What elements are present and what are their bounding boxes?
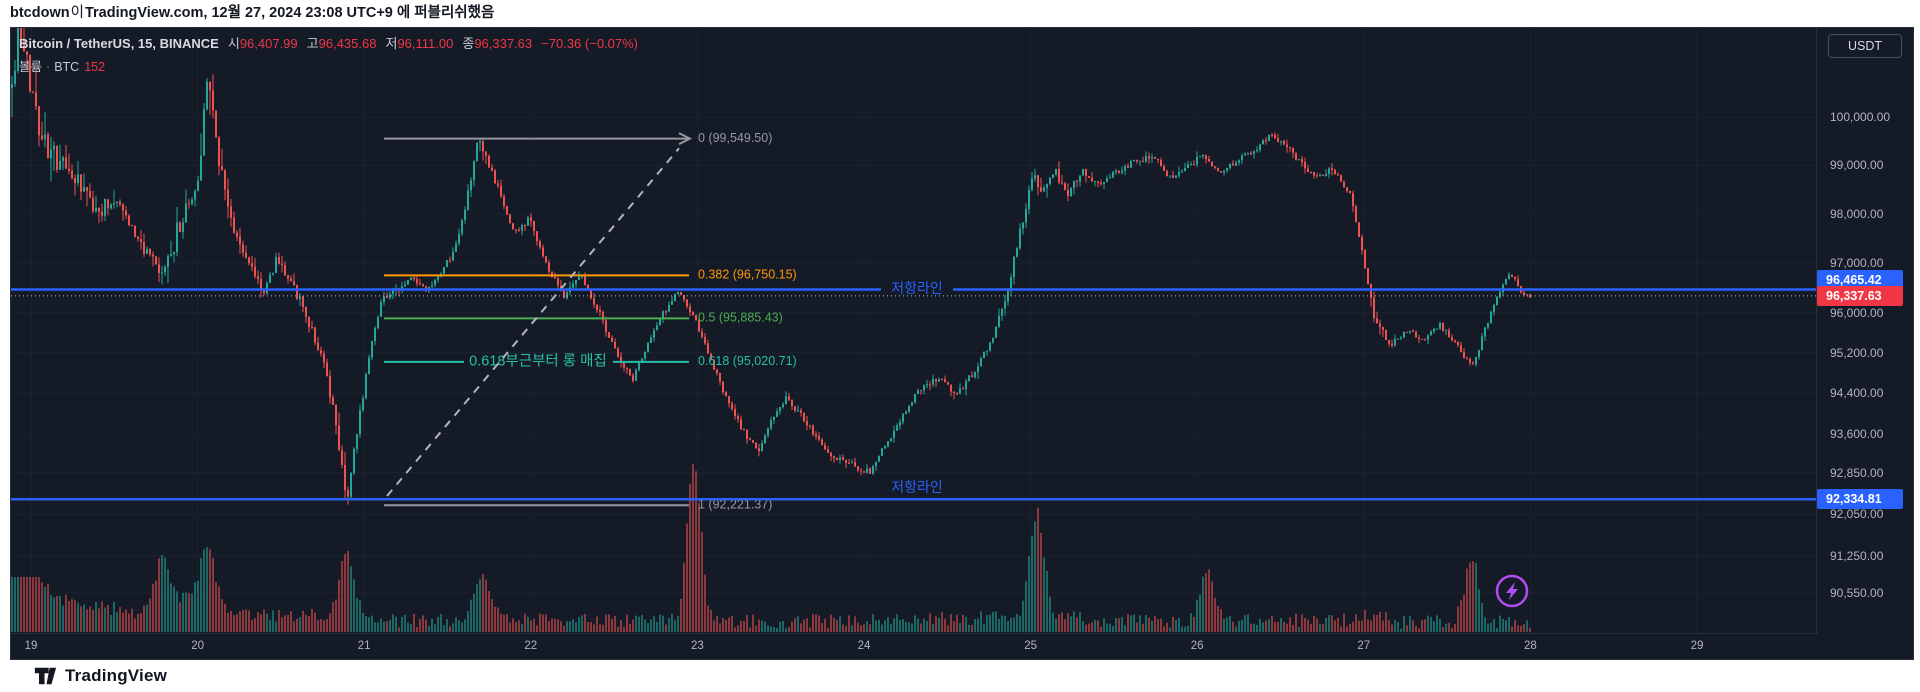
time-axis-label: 21 (357, 640, 371, 652)
open-value: 96,407.99 (239, 36, 298, 51)
price-axis-tick: 97,000.00 (1830, 256, 1884, 270)
close-value: 96,337.63 (474, 36, 533, 51)
lightning-reaction-icon[interactable] (1495, 574, 1529, 608)
publish-suffix: 에 퍼블리쉬했음 (396, 5, 495, 21)
price-axis-tick: 91,250.00 (1830, 549, 1884, 563)
price-axis-tick: 92,050.00 (1830, 507, 1884, 522)
volume-unit: BTC (54, 60, 80, 74)
time-axis-label: 23 (690, 640, 704, 652)
publisher-name: btcdown (10, 5, 70, 21)
resistance-line-drawing[interactable]: 저항라인 (11, 280, 1818, 296)
price-axis-tick: 99,000.00 (1830, 158, 1884, 173)
publish-site-datetime: TradingView.com, 12월 27, 2024 23:08 UTC+… (84, 5, 393, 21)
price-axis-tick: 93,600.00 (1830, 427, 1884, 442)
time-axis-label: 28 (1523, 640, 1537, 652)
chart-panel[interactable]: 0 (99,549.50) 0.382 (96,750.15) 0.5 (95,88… (10, 27, 1914, 660)
price-axis-badge: 92,334.81 (1817, 489, 1903, 510)
time-axis-label: 26 (1190, 640, 1204, 652)
volume-bars (11, 463, 1531, 632)
tradingview-wordmark: TradingView (65, 666, 168, 685)
tradingview-logo-icon (34, 667, 57, 685)
volume-separator: · (46, 60, 51, 74)
price-axis-tick: 95,200.00 (1830, 345, 1884, 360)
resistance-line-label: 저항라인 (891, 280, 943, 296)
candles (11, 28, 1531, 505)
fib-level-label: 0.618 (95,020.71) (698, 354, 797, 368)
time-axis-label: 25 (1024, 640, 1037, 652)
fib-level-label: 1 (92,221.37) (698, 497, 772, 511)
price-axis-tick: 96,000.00 (1830, 305, 1884, 320)
time-axis-label: 27 (1357, 640, 1371, 652)
price-axis-tick: 90,550.00 (1830, 585, 1884, 600)
price-axis-tick: 100,000.00 (1830, 110, 1891, 124)
symbol-title: Bitcoin / TetherUS, 15, BINANCE (19, 36, 219, 51)
currency-toggle-button[interactable]: USDT (1828, 34, 1902, 58)
price-axis-badge: 96,337.63 (1817, 285, 1903, 306)
price-axis-tick: 92,850.00 (1830, 465, 1884, 480)
grid-lines (11, 28, 1818, 633)
volume-value: 152 (84, 60, 106, 74)
candlestick-chart[interactable]: 0 (99,549.50) 0.382 (96,750.15) 0.5 (95,88… (11, 28, 1818, 633)
low-value: 96,111.00 (397, 36, 454, 51)
price-axis-tick: 94,400.00 (1830, 386, 1884, 401)
tradingview-logo[interactable]: TradingView (33, 664, 167, 688)
price-axis-tick: 98,000.00 (1830, 206, 1884, 221)
time-axis-label: 20 (191, 640, 204, 652)
chart-legend: Bitcoin / TetherUS, 15, BINANCE 시96,407.9… (19, 33, 638, 75)
fib-level-label: 0 (99,549.50) (698, 131, 772, 145)
time-axis-label: 19 (24, 640, 38, 652)
publish-particle: 이 (70, 5, 84, 21)
volume-label: 볼륨 (19, 60, 43, 74)
fib-retracement-drawing[interactable]: 0 (99,549.50) 0.382 (96,750.15) 0.5 (95,88… (384, 131, 797, 512)
time-axis-label: 24 (857, 640, 871, 652)
price-axis[interactable]: USDT 100,000.00 99,000.00 98,000.00 97,000.… (1816, 28, 1913, 633)
price-change: −70.36 (−0.07%) (541, 36, 639, 51)
time-axis-label: 29 (1690, 640, 1704, 652)
time-axis[interactable]: 19 20 21 22 23 24 25 26 27 28 29 (11, 633, 1818, 659)
high-value: 96,435.68 (318, 36, 377, 51)
publish-info-bar: btcdown이TradingView.com, 12월 27, 2024 23… (0, 0, 1920, 27)
open-label: 시 (227, 36, 240, 51)
footer-bar: TradingView (0, 660, 1920, 692)
resistance-line-label: 저항라인 (891, 479, 943, 495)
trend-arrow-drawing[interactable] (386, 132, 693, 497)
time-axis-label: 22 (524, 640, 538, 652)
close-label: 종 (462, 36, 475, 51)
fib-level-label: 0.382 (96,750.15) (698, 268, 797, 282)
price-axis-badge: 96,465.42 (1817, 269, 1903, 290)
resistance-line-drawing[interactable]: 저항라인 (11, 479, 1818, 501)
low-label: 저 (385, 36, 398, 51)
fib-annotation: 0.618부근부터 롱 매집 (469, 353, 607, 370)
high-label: 고 (306, 36, 319, 51)
fib-level-label: 0.5 (95,885.43) (698, 311, 783, 325)
